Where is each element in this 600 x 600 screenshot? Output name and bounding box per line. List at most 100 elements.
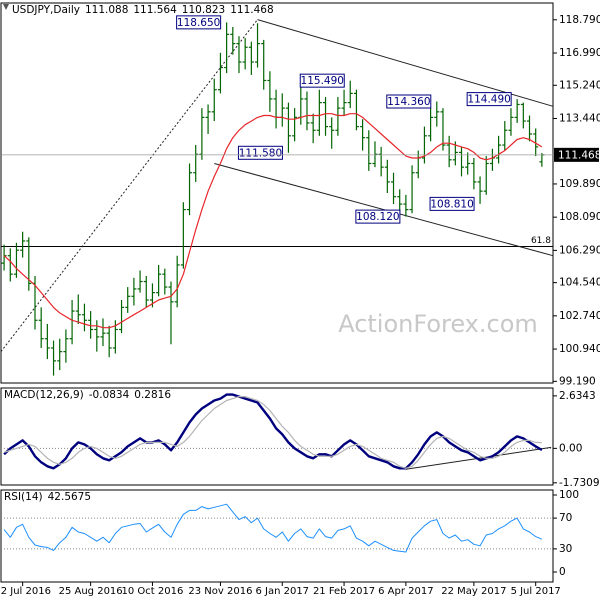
trend-line	[214, 163, 554, 257]
watermark: ActionForex.com	[338, 310, 538, 338]
ohlc-bar	[520, 102, 526, 129]
annotation-box	[386, 94, 432, 109]
panel-frame	[0, 2, 554, 384]
ohlc-bar	[131, 277, 137, 306]
y-tick-label: 70	[559, 512, 572, 524]
title-value: 111.468	[230, 4, 273, 16]
x-tick-label: 10 Oct 2016	[122, 586, 184, 597]
ohlc-bar	[341, 89, 347, 116]
ohlc-bar	[384, 159, 390, 193]
ohlc-bar	[255, 23, 261, 68]
ohlc-bar	[100, 318, 106, 347]
y-tick-label: 99.190	[559, 375, 596, 387]
x-tick-label: 25 Aug 2016	[59, 586, 123, 597]
series-line	[3, 393, 543, 470]
ohlc-bar	[508, 108, 514, 136]
ohlc-bar	[44, 323, 50, 360]
ohlc-bar	[242, 38, 248, 70]
ohlc-bar	[434, 101, 440, 127]
price-box	[554, 147, 599, 162]
annotation-box	[466, 92, 512, 107]
ohlc-bar	[316, 89, 322, 136]
ohlc-bar	[75, 294, 81, 324]
ohlc-bar	[323, 97, 329, 136]
annotation-label: 108.810	[430, 198, 473, 210]
ohlc-bar	[292, 108, 298, 142]
series-line	[3, 396, 542, 469]
title-text: USDJPY,Daily	[12, 4, 80, 16]
panel-frame	[0, 489, 554, 583]
ohlc-bar	[180, 202, 186, 269]
y-tick-label: 118.790	[559, 14, 600, 26]
title-value: 0.2816	[134, 389, 171, 401]
title-value: -0.0834	[89, 389, 130, 401]
title-text: MACD(12,26,9)	[4, 389, 84, 401]
ohlc-bar	[310, 113, 316, 144]
ohlc-bar	[285, 102, 291, 153]
ohlc-bar	[409, 165, 415, 214]
annotation-label: 114.490	[467, 94, 510, 106]
ohlc-bar	[7, 248, 13, 282]
x-tick-label: 22 May 2017	[441, 586, 506, 597]
y-tick-label: 0.00	[559, 442, 582, 454]
ohlc-bar	[360, 119, 366, 151]
ohlc-bar	[26, 237, 32, 291]
ohlc-bar	[205, 104, 211, 134]
y-tick-label: 100.940	[559, 343, 600, 355]
ohlc-bar	[483, 156, 489, 195]
title-value: 111.088	[85, 4, 128, 16]
y-tick-label: 100	[559, 489, 579, 501]
ohlc-bar	[353, 89, 359, 131]
trend-line	[257, 19, 554, 107]
annotation-box	[429, 196, 475, 211]
annotation-box	[355, 209, 401, 224]
ohlc-bar	[428, 108, 434, 142]
ohlc-bar	[372, 141, 378, 168]
ohlc-bar	[496, 135, 502, 164]
y-tick-label: 109.890	[559, 178, 600, 190]
panel-title: USDJPY,Daily 111.088 111.564 110.823 111.468	[12, 4, 274, 16]
ohlc-bar	[527, 115, 533, 142]
ohlc-bar	[13, 242, 19, 278]
series-line	[3, 113, 543, 329]
annotation-label: 111.580	[239, 147, 282, 159]
ohlc-bar	[217, 52, 223, 94]
ohlc-bar	[267, 71, 273, 112]
ohlc-bar	[51, 340, 57, 376]
y-tick-label: 2.6343	[559, 390, 596, 402]
ohlc-bar	[514, 99, 520, 123]
ohlc-bar	[459, 146, 465, 177]
ohlc-bar	[119, 299, 125, 334]
y-tick-label: 116.990	[559, 47, 600, 59]
ohlc-bar	[446, 135, 452, 168]
y-tick-label: 106.290	[559, 244, 600, 256]
ohlc-bar	[174, 255, 180, 308]
ohlc-bar	[477, 176, 483, 204]
symbol-icon	[3, 4, 9, 10]
ohlc-bar	[335, 97, 341, 136]
price-label: 111.468	[558, 149, 600, 161]
ohlc-bar	[193, 145, 199, 182]
ohlc-bar	[224, 22, 230, 74]
ohlc-bar	[20, 231, 26, 258]
ohlc-bar	[81, 303, 87, 332]
ohlc-bar	[125, 287, 131, 313]
ohlc-bar	[347, 80, 353, 109]
y-tick-label: -1.7309	[559, 477, 600, 489]
x-tick-label: 6 Jan 2017	[255, 586, 309, 597]
ohlc-bar	[143, 276, 149, 308]
title-value: 42.5675	[48, 491, 91, 503]
ohlc-bar	[248, 41, 254, 75]
ohlc-bar	[391, 172, 397, 205]
ohlc-bar	[211, 78, 217, 122]
y-tick-label: 0	[559, 566, 566, 578]
x-tick-label: 12 Jul 2016	[0, 586, 51, 597]
title-value: 110.823	[182, 4, 225, 16]
annotation-box	[299, 73, 345, 88]
ohlc-bar	[378, 146, 384, 177]
annotation-label: 108.120	[356, 211, 399, 223]
ohlc-bar	[199, 108, 205, 160]
y-tick-label: 102.740	[559, 310, 600, 322]
h-line-label: 61.8	[531, 236, 551, 246]
